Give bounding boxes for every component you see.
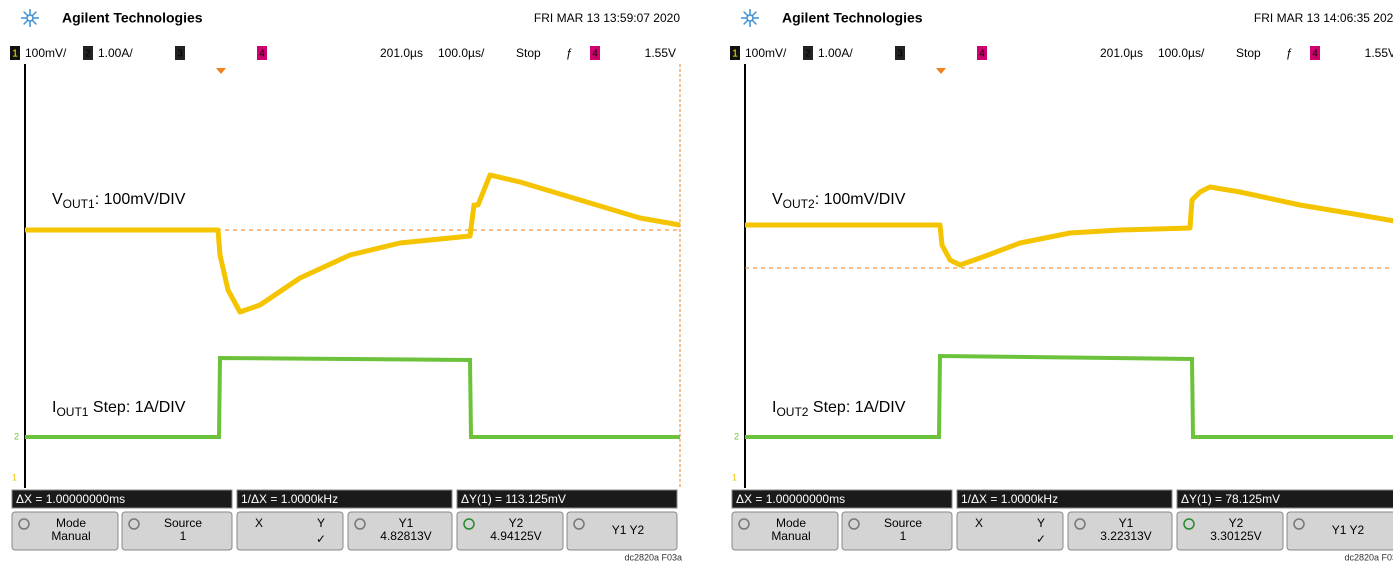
label-rest: Step: 1A/DIV — [808, 399, 905, 416]
ch1-scale: 100mV/ — [25, 46, 67, 60]
marker-ch1: 1 — [732, 472, 737, 482]
softkey-label: 1 — [900, 529, 907, 543]
scope-panel: Agilent Technologies FRI MAR 13 13:59:07 … — [10, 9, 682, 562]
softkey-label: Y2 — [509, 516, 524, 530]
agilent-logo — [21, 9, 39, 27]
caption: dc2820a F03a — [624, 552, 682, 562]
marker-ch1: 1 — [12, 472, 17, 482]
marker-ch2: 2 — [14, 431, 19, 441]
measurement: ΔY(1) = 78.125mV — [1181, 492, 1280, 506]
trigger-level: 1.55V — [1365, 46, 1393, 60]
softkey-label: 4.82813V — [380, 529, 431, 543]
datetime: FRI MAR 13 13:59:07 2020 — [534, 11, 680, 25]
marker-ch2: 2 — [734, 431, 739, 441]
logo-center — [747, 15, 753, 21]
label-sub: OUT1 — [56, 405, 88, 419]
run-state: Stop — [1236, 46, 1261, 60]
softkey[interactable] — [237, 512, 343, 550]
datetime: FRI MAR 13 14:06:35 2020 — [1254, 11, 1393, 25]
softkey-label: Y1 — [399, 516, 414, 530]
scope-panel: Agilent Technologies FRI MAR 13 14:06:35 … — [730, 9, 1393, 562]
ch2-scale: 1.00A/ — [818, 46, 853, 60]
softkey-label: Source — [884, 516, 922, 530]
caption: dc2820a F03a — [1344, 552, 1393, 562]
oscilloscope-screenshots: Agilent Technologies FRI MAR 13 13:59:07 … — [0, 0, 1393, 563]
softkey-label: Source — [164, 516, 202, 530]
measurement: 1/ΔX = 1.0000kHz — [961, 492, 1058, 506]
channel-number: 1 — [732, 49, 738, 60]
trigger-level: 1.55V — [645, 46, 676, 60]
channel-number: 4 — [1312, 49, 1318, 60]
timebase: 100.0µs/ — [1158, 46, 1205, 60]
label-rest: : 100mV/DIV — [95, 191, 186, 208]
delay: 201.0µs — [1100, 46, 1143, 60]
softkey-label: Manual — [771, 529, 810, 543]
current-trace — [745, 356, 1393, 437]
measurement: ΔY(1) = 113.125mV — [461, 492, 566, 506]
brand: Agilent Technologies — [782, 10, 923, 26]
softkey-check: ✓ — [316, 532, 326, 546]
softkey[interactable] — [957, 512, 1063, 550]
softkey-label: Y — [317, 516, 325, 530]
trigger-marker — [216, 68, 226, 74]
measurement: ΔX = 1.00000000ms — [16, 492, 125, 506]
label-main: V — [772, 191, 783, 208]
softkey-label: 3.30125V — [1210, 529, 1261, 543]
softkey-label: Y — [1037, 516, 1045, 530]
vout-label: VOUT1: 100mV/DIV — [52, 191, 186, 211]
channel-number: 4 — [259, 49, 265, 60]
logo-center — [27, 15, 33, 21]
softkey-label: Y2 — [1229, 516, 1244, 530]
channel-number: 4 — [592, 49, 598, 60]
softkey-label: Y1 — [1119, 516, 1134, 530]
trigger-slope: ƒ — [566, 46, 573, 60]
softkey-label: Manual — [51, 529, 90, 543]
measurement: ΔX = 1.00000000ms — [736, 492, 845, 506]
agilent-logo — [741, 9, 759, 27]
softkey-label: X — [255, 516, 263, 530]
softkey-label: Mode — [56, 516, 86, 530]
softkey-label: Y1 Y2 — [1332, 523, 1365, 537]
measurement: 1/ΔX = 1.0000kHz — [241, 492, 338, 506]
ch2-scale: 1.00A/ — [98, 46, 133, 60]
label-rest: : 100mV/DIV — [815, 191, 906, 208]
label-rest: Step: 1A/DIV — [88, 399, 185, 416]
current-trace — [25, 358, 680, 437]
softkey-label: 3.22313V — [1100, 529, 1151, 543]
ch1-scale: 100mV/ — [745, 46, 787, 60]
trigger-marker — [936, 68, 946, 74]
delay: 201.0µs — [380, 46, 423, 60]
softkey-check: ✓ — [1036, 532, 1046, 546]
trigger-slope: ƒ — [1286, 46, 1293, 60]
softkey-label: Mode — [776, 516, 806, 530]
channel-number: 3 — [897, 49, 903, 60]
label-main: V — [52, 191, 63, 208]
softkey-label: 4.94125V — [490, 529, 541, 543]
run-state: Stop — [516, 46, 541, 60]
vout-label: VOUT2: 100mV/DIV — [772, 191, 906, 211]
timebase: 100.0µs/ — [438, 46, 485, 60]
channel-number: 2 — [85, 49, 91, 60]
iout-label: IOUT1 Step: 1A/DIV — [52, 399, 186, 419]
channel-number: 2 — [805, 49, 811, 60]
softkey-label: X — [975, 516, 983, 530]
label-sub: OUT2 — [783, 197, 815, 211]
label-sub: OUT1 — [63, 197, 95, 211]
label-sub: OUT2 — [776, 405, 808, 419]
brand: Agilent Technologies — [62, 10, 203, 26]
iout-label: IOUT2 Step: 1A/DIV — [772, 399, 906, 419]
channel-number: 4 — [979, 49, 985, 60]
softkey-label: 1 — [180, 529, 187, 543]
softkey-label: Y1 Y2 — [612, 523, 645, 537]
channel-number: 3 — [177, 49, 183, 60]
channel-number: 1 — [12, 49, 18, 60]
